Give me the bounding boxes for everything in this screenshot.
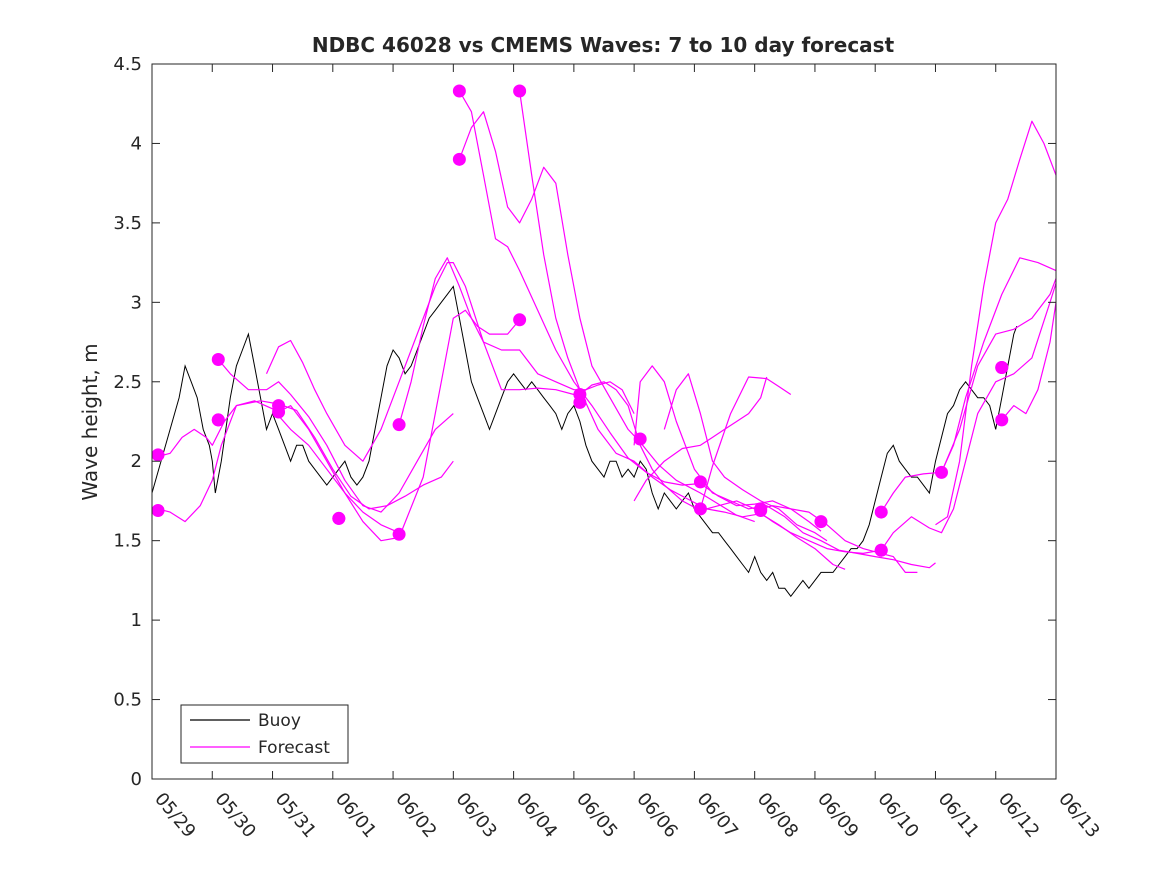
axes-frame [151, 63, 1057, 780]
forecast-marker [332, 511, 346, 525]
forecast-marker [211, 413, 225, 427]
forecast-marker [874, 505, 888, 519]
y-tick-label: 2.5 [113, 372, 142, 393]
forecast-marker [272, 405, 286, 419]
legend-label-forecast: Forecast [258, 738, 330, 758]
forecast-line [157, 400, 454, 523]
forecast-marker [934, 465, 948, 479]
y-tick-label: 3.5 [113, 213, 142, 234]
y-tick-labels: 0 0.5 1 1.5 2 2.5 3 3.5 4 4.5 [113, 54, 142, 790]
forecast-line [157, 400, 400, 534]
forecast-line [760, 505, 918, 573]
forecast-marker [754, 502, 768, 516]
forecast-marker [151, 503, 165, 517]
forecast-marker [151, 448, 165, 462]
y-tick-label: 1 [131, 610, 142, 631]
forecast-line [633, 376, 768, 502]
forecast-line [663, 373, 828, 542]
y-tick-label: 3 [131, 292, 142, 313]
forecast-marker [211, 353, 225, 367]
forecast-marker [693, 502, 707, 516]
forecast-line [935, 120, 1057, 526]
forecast-line [940, 257, 1057, 473]
buoy-series [151, 285, 1018, 598]
forecast-line [278, 309, 521, 542]
forecast-line [265, 262, 581, 462]
forecast-line [217, 359, 454, 513]
forecast-line [633, 365, 936, 569]
y-tick-label: 0 [131, 769, 142, 790]
forecast-marker [995, 413, 1009, 427]
forecast-line [579, 381, 882, 554]
forecast-line [398, 257, 635, 425]
y-tick-label: 1.5 [113, 531, 142, 552]
axis-ticks [151, 63, 1057, 780]
forecast-marker [633, 432, 647, 446]
forecast-line [880, 283, 1057, 551]
y-tick-label: 4.5 [113, 54, 142, 75]
forecast-marker [874, 543, 888, 557]
forecast-marker [392, 418, 406, 432]
y-tick-label: 0.5 [113, 690, 142, 711]
forecast-marker [513, 84, 527, 98]
forecast-line [699, 376, 792, 510]
forecast-line [458, 111, 755, 523]
forecast-marker [392, 527, 406, 541]
forecast-marker [573, 387, 587, 401]
legend-label-buoy: Buoy [258, 711, 301, 731]
buoy-line [151, 285, 1018, 598]
axes-background [152, 64, 1056, 779]
legend-box [180, 704, 349, 764]
forecast-series-group [157, 90, 1057, 573]
y-tick-label: 4 [131, 133, 142, 154]
forecast-line [880, 278, 1057, 513]
forecast-marker [513, 313, 527, 327]
forecast-marker [452, 84, 466, 98]
forecast-marker [452, 152, 466, 166]
y-tick-label: 2 [131, 451, 142, 472]
forecast-marker [693, 475, 707, 489]
chart-title: NDBC 46028 vs CMEMS Waves: 7 to 10 day f… [312, 33, 895, 57]
forecast-markers [151, 84, 1009, 557]
forecast-marker [995, 360, 1009, 374]
forecast-marker [814, 515, 828, 529]
legend: Buoy Forecast [180, 704, 349, 764]
y-axis-label: Wave height, m [78, 343, 102, 500]
forecast-line [1001, 302, 1057, 421]
plot-area [151, 63, 1057, 780]
